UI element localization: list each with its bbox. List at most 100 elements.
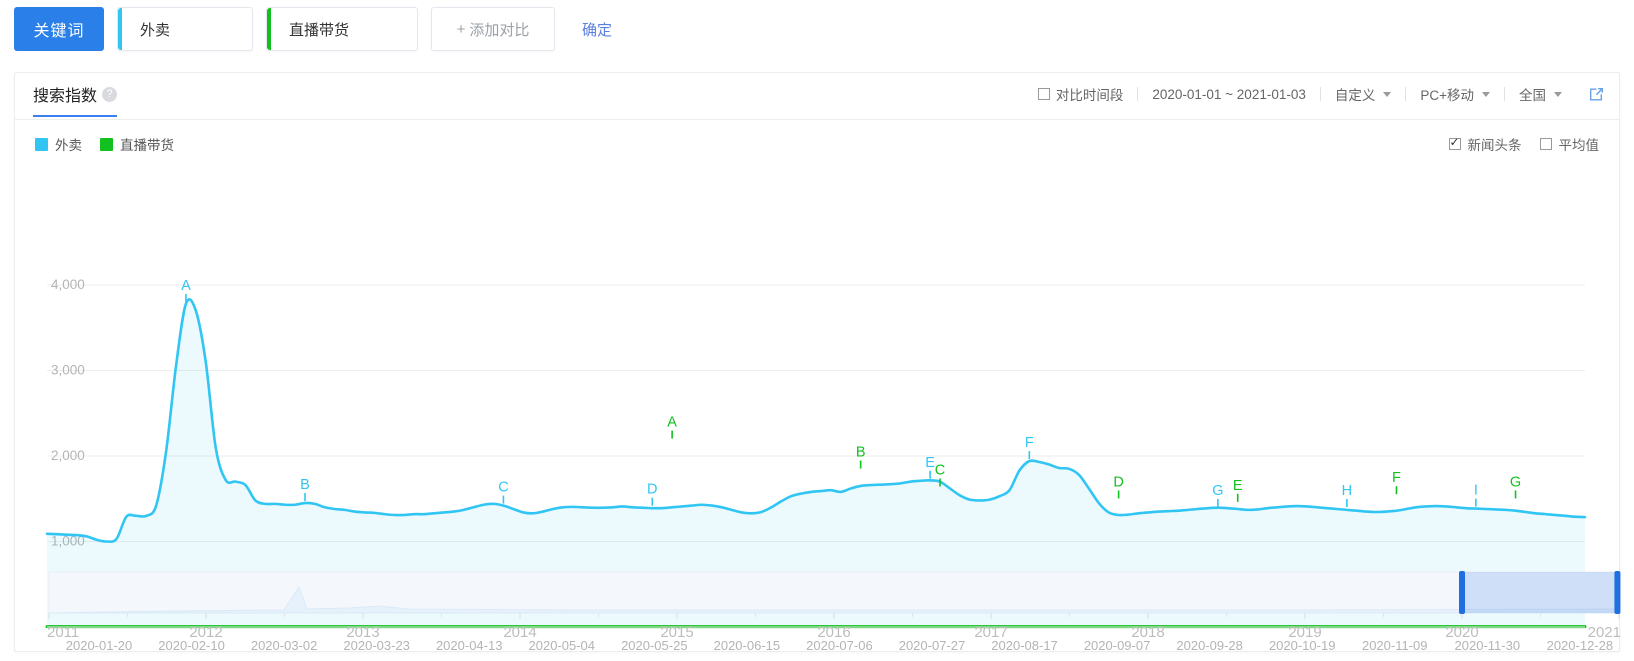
x-axis-tick-label: 2020-09-28 — [1176, 638, 1243, 653]
line-chart[interactable]: 1,0002,0003,0004,000ABCDEFGHIABCDEFGH202… — [15, 163, 1619, 653]
date-range-picker[interactable]: 2020-01-01 ~ 2021-01-03 — [1138, 81, 1320, 107]
chart-plot-area[interactable]: 1,0002,0003,0004,000ABCDEFGHIABCDEFGH202… — [15, 163, 1619, 653]
news-marker-直播带货-F[interactable]: F — [1392, 470, 1401, 486]
timeline-brush[interactable]: 2011 2012 2013 2014 2015 2016 2017 2018 2019 2020… — [29, 569, 1621, 643]
brush-track[interactable] — [48, 571, 1620, 614]
average-checkbox[interactable] — [1539, 138, 1552, 150]
legend-label-waimai: 外卖 — [55, 138, 82, 153]
brush-handle-right[interactable] — [1614, 571, 1621, 614]
x-axis-tick-label: 2020-11-30 — [1455, 638, 1521, 653]
legend-swatch-zhibodaihuo — [100, 137, 113, 151]
compare-period-toggle[interactable]: 对比时间段 — [1024, 81, 1138, 107]
keyword-chip-2-label: 直播带货 — [289, 21, 350, 39]
date-range-value: 2020-01-01 ~ 2021-01-03 — [1152, 86, 1306, 102]
divider — [1319, 87, 1321, 101]
chevron-down-icon — [1554, 91, 1562, 97]
news-headlines-label: 新闻头条 — [1467, 138, 1522, 153]
x-axis-tick-label: 2020-12-28 — [1547, 638, 1614, 653]
news-marker-外卖-D[interactable]: D — [647, 482, 657, 498]
chevron-down-icon — [1482, 91, 1490, 97]
granularity-select[interactable]: 自定义 — [1321, 81, 1406, 107]
brush-year-label: 2020 — [1445, 624, 1478, 641]
legend-row: 外卖 直播带货 新闻头条 平均值 — [15, 129, 1619, 159]
add-comparison-button[interactable]: + 添加对比 — [431, 7, 555, 51]
news-marker-外卖-G[interactable]: G — [1212, 483, 1223, 499]
brush-year-label: 2019 — [1288, 624, 1321, 641]
x-axis-tick-label: 2020-03-02 — [251, 638, 318, 653]
brush-handle-left[interactable] — [1459, 571, 1465, 614]
brush-year-label: 2013 — [346, 624, 379, 641]
brush-selection[interactable] — [1462, 572, 1618, 613]
tab-group: 搜索指数 ? — [33, 73, 118, 117]
header-tools: 对比时间段 2020-01-01 ~ 2021-01-03 自定义 PC+移动 … — [1024, 81, 1605, 107]
legend-item-waimai[interactable]: 外卖 — [35, 134, 82, 154]
news-marker-直播带货-D[interactable]: D — [1113, 474, 1123, 490]
news-marker-外卖-E[interactable]: E — [925, 455, 935, 471]
x-axis-tick-label: 2020-05-04 — [529, 638, 596, 653]
question-mark-icon[interactable]: ? — [102, 86, 118, 102]
keyword-chip-1-color-tag — [118, 8, 122, 50]
series-legend: 外卖 直播带货 — [35, 134, 174, 154]
device-select[interactable]: PC+移动 — [1406, 81, 1504, 107]
brush-year-label: 2014 — [503, 624, 536, 641]
y-axis-tick-label: 4,000 — [51, 277, 85, 292]
x-axis-tick-label: 2020-08-17 — [991, 638, 1058, 653]
brush-year-label: 2015 — [660, 624, 693, 641]
divider — [1405, 87, 1407, 101]
region-select[interactable]: 全国 — [1505, 81, 1576, 107]
legend-label-zhibodaihuo: 直播带货 — [120, 138, 174, 153]
search-index-card: 搜索指数 ? 对比时间段 2020-01-01 ~ 2021-01-03 自定义… — [14, 72, 1621, 653]
card-header: 搜索指数 ? 对比时间段 2020-01-01 ~ 2021-01-03 自定义… — [15, 73, 1619, 120]
timeline-brush-svg[interactable]: 2011 2012 2013 2014 2015 2016 2017 2018 2019 2020… — [29, 569, 1633, 643]
news-headlines-checkbox[interactable] — [1448, 135, 1461, 150]
series-line-1[interactable] — [45, 298, 1587, 544]
plus-icon: + — [456, 20, 466, 38]
news-marker-外卖-A[interactable]: A — [181, 278, 191, 294]
keyword-toolbar: 关键词 外卖 直播带货 + 添加对比 确定 — [0, 0, 1634, 58]
x-axis-tick-label: 2020-11-09 — [1362, 638, 1428, 653]
tab-search-index[interactable]: 搜索指数 ? — [33, 82, 118, 117]
news-marker-外卖-F[interactable]: F — [1025, 435, 1034, 451]
region-value: 全国 — [1519, 88, 1546, 103]
brush-year-label: 2012 — [189, 624, 222, 641]
news-marker-直播带货-A[interactable]: A — [667, 415, 677, 431]
divider — [1504, 87, 1505, 101]
x-axis-tick-label: 2020-06-15 — [714, 638, 781, 653]
x-axis-tick-label: 2020-03-23 — [343, 638, 410, 653]
device-value: PC+移动 — [1420, 88, 1474, 103]
legend-swatch-waimai — [35, 137, 48, 151]
external-link-icon[interactable] — [1576, 86, 1605, 103]
news-marker-外卖-H[interactable]: H — [1342, 483, 1352, 499]
news-marker-外卖-B[interactable]: B — [300, 477, 310, 493]
news-marker-直播带货-B[interactable]: B — [856, 445, 866, 461]
chart-options: 新闻头条 平均值 — [1448, 134, 1599, 154]
x-axis-tick-label: 2020-05-25 — [621, 638, 688, 653]
compare-period-checkbox[interactable] — [1037, 88, 1050, 100]
brush-year-label: 2016 — [817, 624, 850, 641]
x-axis-tick-label: 2020-10-19 — [1269, 638, 1336, 653]
brush-year-label: 2011 — [47, 624, 79, 641]
news-marker-直播带货-C[interactable]: C — [935, 462, 945, 478]
brush-year-label: 2018 — [1131, 624, 1164, 641]
add-comparison-label: 添加对比 — [469, 21, 530, 39]
brush-year-label: 2017 — [974, 624, 1007, 641]
legend-item-zhibodaihuo[interactable]: 直播带货 — [100, 134, 174, 154]
keyword-chip-2-color-tag — [267, 8, 271, 50]
y-axis-tick-label: 1,000 — [51, 534, 85, 549]
keyword-mode-button[interactable]: 关键词 — [14, 7, 104, 51]
news-marker-外卖-C[interactable]: C — [498, 480, 508, 496]
news-marker-外卖-I[interactable]: I — [1474, 483, 1478, 499]
option-news-headlines[interactable]: 新闻头条 — [1448, 134, 1522, 154]
x-axis-tick-label: 2020-09-07 — [1084, 638, 1151, 653]
chevron-down-icon — [1383, 91, 1392, 97]
keyword-chip-2[interactable]: 直播带货 — [266, 7, 418, 51]
option-average[interactable]: 平均值 — [1539, 134, 1599, 154]
series-area-1 — [47, 299, 1585, 627]
news-marker-直播带货-G[interactable]: G — [1510, 474, 1521, 490]
confirm-button[interactable]: 确定 — [582, 21, 613, 39]
keyword-chip-1-label: 外卖 — [140, 21, 171, 39]
news-marker-直播带货-E[interactable]: E — [1233, 478, 1243, 494]
x-axis-tick-label: 2020-07-27 — [899, 638, 966, 653]
keyword-chip-1[interactable]: 外卖 — [117, 7, 253, 51]
x-axis-tick-label: 2020-04-13 — [436, 638, 503, 653]
